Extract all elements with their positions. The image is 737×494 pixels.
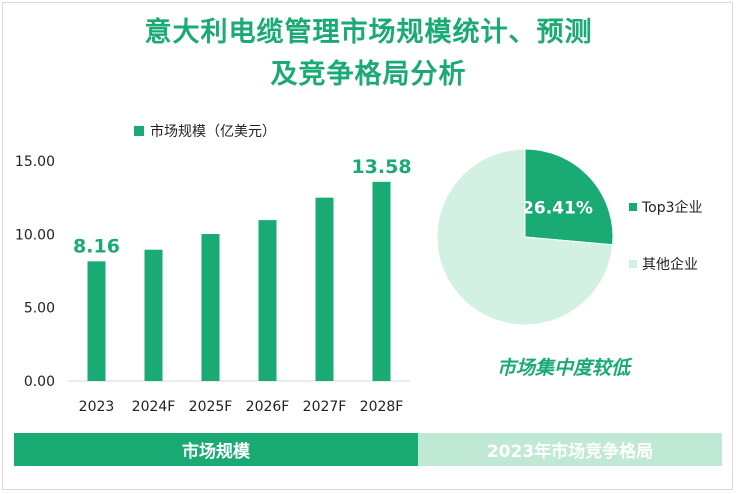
concentration-note: 市场集中度较低 — [497, 357, 631, 379]
y-tick-label: 5.00 — [24, 301, 55, 317]
x-tick-label: 2025F — [189, 399, 233, 415]
title-line-1: 意大利电缆管理市场规模统计、预测 — [144, 17, 593, 48]
bar — [372, 181, 391, 381]
bar — [144, 249, 163, 381]
y-tick-label: 10.00 — [15, 227, 55, 243]
bar-legend: 市场规模（亿美元） — [134, 121, 276, 141]
y-tick-label: 15.00 — [15, 154, 55, 170]
chart-title: 意大利电缆管理市场规模统计、预测 及竞争格局分析 — [0, 12, 737, 96]
y-tick-label: 0.00 — [24, 374, 55, 390]
footer-market-size: 市场规模 — [14, 433, 418, 466]
x-tick-label: 2023 — [79, 399, 115, 415]
x-tick-label: 2028F — [360, 399, 404, 415]
pie-slice — [436, 148, 614, 326]
chart-frame — [2, 2, 733, 490]
pie-slice-label: 26.41% — [522, 198, 593, 218]
pie-slice — [524, 148, 614, 246]
bar — [201, 234, 220, 381]
bar — [87, 261, 106, 381]
bar — [315, 197, 334, 381]
pie-legend-label: Top3企业 — [641, 199, 703, 216]
title-line-2: 及竞争格局分析 — [270, 59, 467, 90]
footer-competition: 2023年市场竞争格局 — [418, 433, 722, 466]
pie-legend-label: 其他企业 — [642, 256, 698, 273]
bar-data-label: 8.16 — [73, 235, 120, 257]
x-tick-label: 2027F — [303, 399, 347, 415]
bar-legend-swatch — [134, 126, 144, 136]
bar-legend-label: 市场规模（亿美元） — [150, 124, 276, 140]
bar-data-label: 13.58 — [351, 156, 411, 178]
pie-legend-swatch — [629, 203, 637, 211]
x-tick-label: 2026F — [246, 399, 290, 415]
x-tick-label: 2024F — [132, 399, 176, 415]
pie-legend-swatch — [629, 260, 637, 268]
bar — [258, 220, 277, 381]
